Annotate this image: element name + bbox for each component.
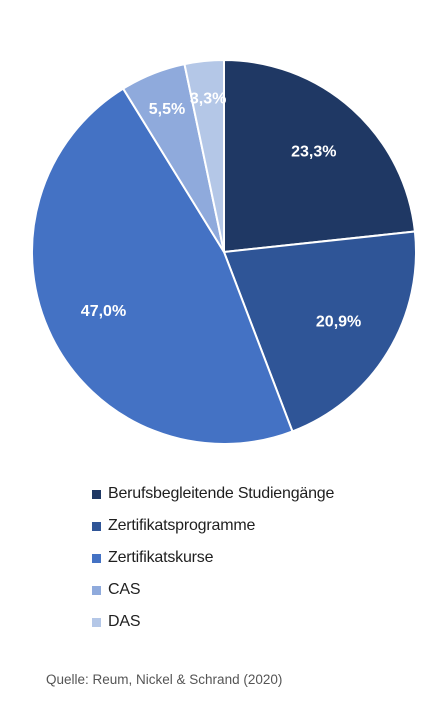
- pie-data-labels: 23,3% 20,9% 47,0% 5,5% 3,3%: [81, 91, 361, 331]
- pie-chart: 23,3% 20,9% 47,0% 5,5% 3,3%: [31, 58, 417, 445]
- legend-label: Zertifikatskurse: [108, 549, 214, 566]
- pie-slice-4: [183, 58, 225, 253]
- legend-swatch: [92, 489, 101, 499]
- pie-slice-1: [222, 230, 417, 433]
- legend-item: CAS: [92, 574, 334, 606]
- data-label-2: 47,0%: [81, 303, 126, 320]
- legend-label: Zertifikatsprogramme: [108, 517, 256, 534]
- data-label-0: 23,3%: [291, 144, 336, 161]
- data-label-3: 5,5%: [149, 101, 185, 118]
- legend-label: Berufsbegleitende Studiengänge: [108, 485, 335, 502]
- legend-swatch: [92, 521, 101, 531]
- source-note: Quelle: Reum, Nickel & Schrand (2020): [46, 672, 283, 687]
- legend-item: DAS: [92, 606, 334, 638]
- legend-label: DAS: [108, 613, 141, 630]
- legend-item: Berufsbegleitende Studiengänge: [92, 478, 334, 510]
- data-label-1: 20,9%: [316, 314, 361, 331]
- legend-label: CAS: [108, 581, 141, 598]
- pie-slices: [31, 58, 417, 445]
- chart-legend: Berufsbegleitende Studiengänge Zertifikat…: [92, 478, 334, 638]
- legend-swatch: [92, 585, 101, 595]
- data-label-4: 3,3%: [190, 91, 226, 108]
- legend-swatch: [92, 553, 101, 563]
- pie-slice-2: [31, 87, 294, 445]
- legend-item: Zertifikatsprogramme: [92, 510, 334, 542]
- legend-swatch: [92, 617, 101, 627]
- pie-slice-0: [223, 58, 417, 254]
- legend-item: Zertifikatskurse: [92, 542, 334, 574]
